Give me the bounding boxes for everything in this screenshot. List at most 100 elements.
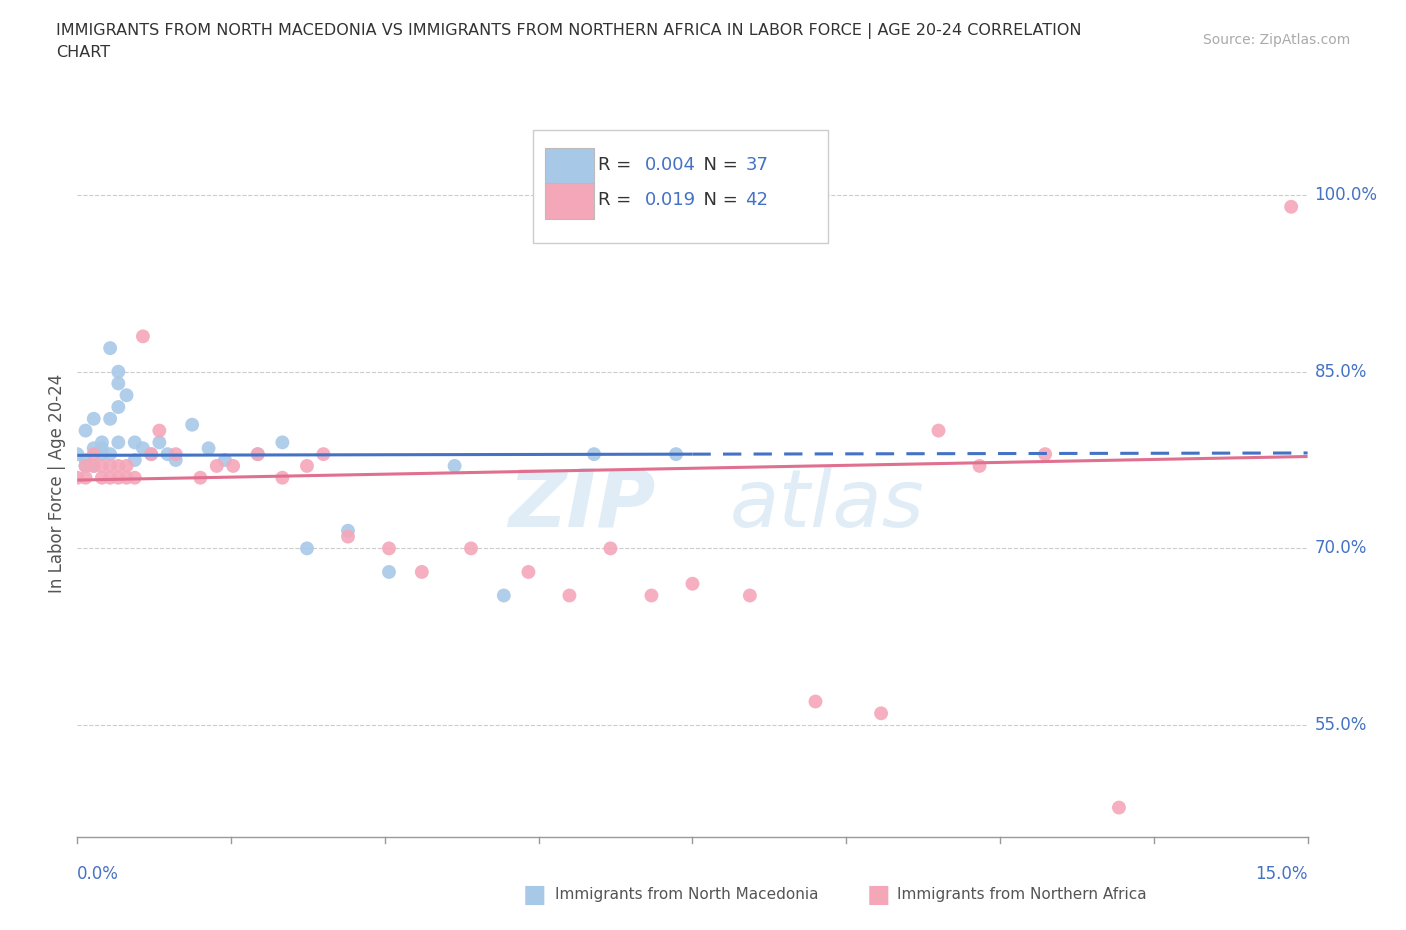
Point	[197, 441, 219, 456]
Y-axis label: In Labor Force | Age 20-24: In Labor Force | Age 20-24	[48, 374, 66, 593]
Text: Source: ZipAtlas.com: Source: ZipAtlas.com	[1202, 33, 1350, 46]
Point	[132, 441, 155, 456]
Text: IMMIGRANTS FROM NORTH MACEDONIA VS IMMIGRANTS FROM NORTHERN AFRICA IN LABOR FORC: IMMIGRANTS FROM NORTH MACEDONIA VS IMMIG…	[56, 23, 1081, 39]
Point	[124, 471, 146, 485]
Point	[583, 446, 606, 461]
Point	[443, 458, 465, 473]
Point	[75, 458, 97, 473]
Point	[640, 588, 662, 603]
Point	[312, 446, 335, 461]
Text: ZIP: ZIP	[508, 466, 655, 544]
Text: 55.0%: 55.0%	[1315, 716, 1367, 734]
Text: R =: R =	[598, 192, 643, 209]
Point	[181, 418, 204, 432]
Point	[66, 471, 89, 485]
Point	[295, 458, 318, 473]
Point	[115, 471, 138, 485]
Point	[246, 446, 269, 461]
Point	[969, 458, 991, 473]
Point	[75, 453, 97, 468]
Point	[98, 446, 121, 461]
Point	[107, 458, 129, 473]
Text: ■: ■	[523, 883, 546, 907]
Point	[337, 524, 360, 538]
FancyBboxPatch shape	[533, 130, 828, 244]
Point	[665, 446, 688, 461]
Point	[90, 441, 114, 456]
Point	[271, 435, 294, 450]
Point	[205, 458, 228, 473]
Point	[188, 471, 212, 485]
Point	[107, 365, 129, 379]
Text: ■: ■	[868, 883, 890, 907]
Point	[214, 453, 236, 468]
Point	[66, 446, 89, 461]
Text: R =: R =	[598, 156, 637, 174]
Text: 70.0%: 70.0%	[1315, 539, 1367, 557]
Point	[222, 458, 245, 473]
Text: 0.004: 0.004	[644, 156, 696, 174]
Point	[1279, 199, 1302, 214]
Point	[83, 446, 105, 461]
Point	[246, 446, 269, 461]
Point	[870, 706, 893, 721]
Point	[148, 423, 170, 438]
Text: 0.019: 0.019	[644, 192, 696, 209]
Text: 0.0%: 0.0%	[77, 865, 120, 884]
Point	[141, 446, 163, 461]
Text: atlas: atlas	[730, 466, 924, 544]
Point	[90, 458, 114, 473]
Point	[411, 565, 433, 579]
Point	[682, 577, 704, 591]
Point	[337, 529, 360, 544]
Point	[90, 435, 114, 450]
Point	[83, 411, 105, 426]
Point	[98, 411, 121, 426]
Text: 15.0%: 15.0%	[1256, 865, 1308, 884]
Point	[378, 541, 401, 556]
Point	[928, 423, 950, 438]
Point	[83, 458, 105, 473]
Point	[295, 541, 318, 556]
Point	[115, 458, 138, 473]
Point	[804, 694, 827, 709]
Text: 100.0%: 100.0%	[1315, 186, 1378, 204]
Point	[738, 588, 761, 603]
Point	[124, 435, 146, 450]
Point	[83, 441, 105, 456]
Point	[98, 471, 121, 485]
Point	[83, 458, 105, 473]
Point	[271, 471, 294, 485]
Text: 85.0%: 85.0%	[1315, 363, 1367, 380]
Text: Immigrants from Northern Africa: Immigrants from Northern Africa	[897, 887, 1147, 902]
Point	[132, 329, 155, 344]
Text: 42: 42	[745, 192, 768, 209]
Point	[98, 458, 121, 473]
Point	[107, 435, 129, 450]
Point	[75, 423, 97, 438]
Text: N =: N =	[693, 192, 744, 209]
Point	[378, 565, 401, 579]
Point	[90, 446, 114, 461]
Point	[141, 446, 163, 461]
FancyBboxPatch shape	[546, 183, 595, 219]
Point	[460, 541, 482, 556]
Point	[558, 588, 581, 603]
Point	[156, 446, 179, 461]
Point	[107, 471, 129, 485]
Point	[492, 588, 515, 603]
Text: CHART: CHART	[56, 45, 110, 60]
Point	[75, 458, 97, 473]
Text: Immigrants from North Macedonia: Immigrants from North Macedonia	[555, 887, 818, 902]
Point	[517, 565, 540, 579]
Point	[165, 453, 187, 468]
Point	[599, 541, 621, 556]
Point	[115, 388, 138, 403]
Point	[75, 471, 97, 485]
Point	[107, 376, 129, 391]
Point	[107, 400, 129, 415]
FancyBboxPatch shape	[546, 148, 595, 183]
Text: 37: 37	[745, 156, 768, 174]
Point	[165, 446, 187, 461]
Point	[90, 471, 114, 485]
